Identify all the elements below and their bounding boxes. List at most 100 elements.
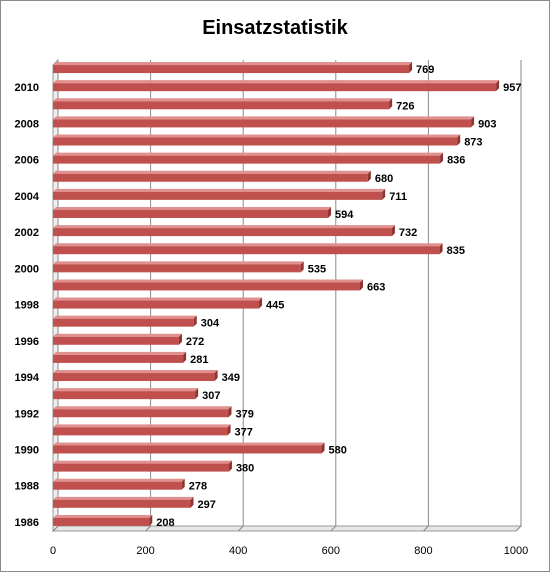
bar-front [53, 65, 410, 74]
bar-end [409, 62, 413, 74]
bar-top [53, 315, 197, 319]
bar-front [53, 228, 392, 237]
bar-2006 [53, 152, 444, 164]
bar-end [178, 333, 182, 345]
data-label: 379 [235, 408, 253, 420]
category-axis-labels: 1986 1988 1990 1992 1994 1996 1998 2000 2002 2004… [15, 82, 40, 529]
bar-front [53, 300, 260, 309]
bar-1987 [53, 496, 194, 508]
bar-front [53, 155, 441, 164]
gridline-foot [237, 525, 244, 532]
category-label: 1996 [15, 336, 39, 348]
bar-end [228, 460, 232, 472]
bar-1992 [53, 406, 232, 418]
gridline-foot [145, 525, 151, 532]
bar-2009 [53, 98, 393, 110]
bar-end [300, 261, 304, 273]
category-label: 2004 [15, 191, 40, 203]
bar-top [53, 152, 444, 156]
bar-top [53, 279, 363, 283]
bar-end [195, 388, 199, 400]
bar-front [53, 427, 228, 436]
bar-end [496, 80, 500, 92]
bar-front [53, 354, 184, 363]
bar-2002 [53, 225, 395, 237]
bar-front [53, 209, 329, 218]
bar-top [53, 460, 232, 464]
bar-1998 [53, 297, 263, 309]
gridlines [51, 58, 523, 533]
value-tick-label: 600 [322, 545, 340, 557]
category-label: 2006 [15, 155, 39, 167]
data-label: 836 [447, 155, 465, 167]
bar-front [53, 336, 179, 345]
bar-top [53, 370, 218, 374]
bar-top [53, 496, 194, 500]
data-label: 272 [186, 336, 204, 348]
bar-front [53, 246, 440, 255]
bar-end [227, 424, 231, 436]
bar-front [53, 409, 229, 418]
bar-front [53, 83, 497, 92]
bar-top [53, 424, 231, 428]
bar-2004 [53, 188, 386, 200]
category-label: 2010 [15, 82, 39, 94]
category-label: 1988 [15, 481, 39, 493]
data-label: 835 [447, 245, 465, 257]
gridline-foot [515, 525, 522, 532]
bar-top [53, 351, 187, 355]
bar-front [53, 264, 301, 273]
data-label: 281 [190, 354, 208, 366]
value-tick-label: 0 [50, 545, 56, 557]
bar-end [382, 188, 386, 200]
data-label: 377 [235, 426, 253, 438]
bar-2007 [53, 134, 461, 146]
bars [53, 62, 500, 526]
category-label: 1990 [15, 444, 39, 456]
bar-1999 [53, 279, 363, 291]
data-label: 380 [236, 463, 254, 475]
bar-top [53, 170, 371, 174]
bar-top [53, 442, 325, 446]
bar-end [471, 116, 475, 128]
bar-1991 [53, 424, 231, 436]
bar-1997 [53, 315, 197, 327]
bar-top [53, 80, 500, 84]
bar-front [53, 391, 196, 400]
data-label: 580 [329, 444, 347, 456]
data-label: 297 [198, 499, 216, 511]
bar-end [391, 225, 395, 237]
category-label: 1998 [15, 300, 39, 312]
bar-front [53, 119, 472, 128]
gridline-foot [330, 525, 337, 532]
bar-top [53, 62, 413, 66]
bar-front [53, 282, 360, 291]
bar-end [328, 206, 332, 218]
bar-end [359, 279, 363, 291]
category-label: 2002 [15, 227, 39, 239]
data-label: 535 [308, 263, 326, 275]
bar-end [457, 134, 461, 146]
data-label: 208 [156, 517, 174, 529]
bar-top [53, 225, 395, 229]
bar-top [53, 188, 386, 192]
data-label: 349 [222, 372, 240, 384]
value-tick-label: 400 [229, 545, 247, 557]
data-label: 304 [201, 318, 220, 330]
bar-end [190, 496, 194, 508]
chart-title: Einsatzstatistik [202, 17, 348, 39]
data-label: 726 [396, 100, 414, 112]
bar-end [149, 514, 153, 526]
bar-front [53, 463, 229, 472]
plot-floor [51, 525, 523, 532]
bar-front [53, 137, 458, 146]
bar-2005 [53, 170, 371, 182]
bar-2003 [53, 206, 332, 218]
bar-end [367, 170, 371, 182]
bar-end [214, 370, 218, 382]
bar-top [53, 243, 443, 247]
bar-front [53, 481, 182, 490]
category-label: 2008 [15, 118, 39, 130]
bar-top [53, 297, 263, 301]
